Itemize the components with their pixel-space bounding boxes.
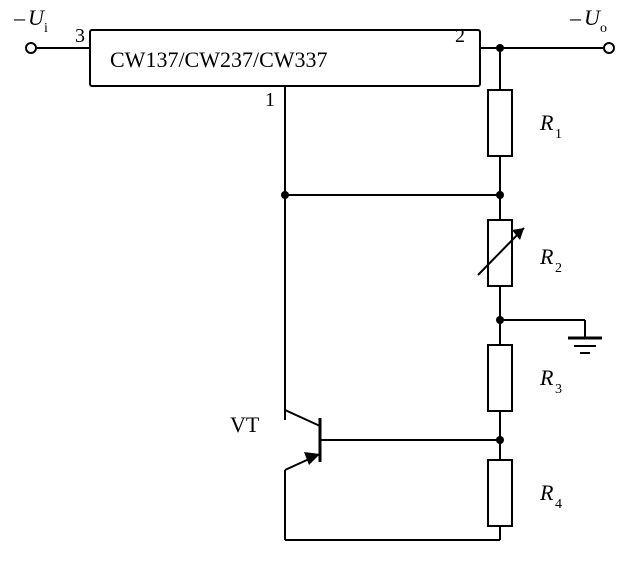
- r4-symbol: R: [539, 480, 554, 505]
- r2-label: R 2: [539, 244, 562, 276]
- input-prefix: –: [13, 5, 26, 30]
- output-voltage-label: – U o: [569, 5, 607, 36]
- resistor-r4: [488, 460, 512, 526]
- r3-label: R 3: [539, 365, 562, 397]
- r4-label: R 4: [539, 480, 562, 512]
- pin-1-label: 1: [265, 89, 275, 111]
- transistor-vt: [285, 410, 320, 540]
- vt-emitter-arrow: [304, 452, 320, 465]
- resistor-r3: [488, 345, 512, 411]
- regulator-ic-label: CW137/CW237/CW337: [110, 47, 328, 72]
- r2-symbol: R: [539, 244, 554, 269]
- output-sub: o: [600, 21, 607, 36]
- r3-sub: 3: [555, 382, 562, 397]
- input-sub: i: [44, 21, 48, 36]
- vt-label: VT: [230, 412, 260, 437]
- r1-symbol: R: [539, 110, 554, 135]
- r4-sub: 4: [555, 497, 562, 512]
- r1-sub: 1: [555, 127, 562, 142]
- terminal-input: [26, 43, 36, 53]
- input-voltage-label: – U i: [13, 5, 48, 36]
- r1-label: R 1: [539, 110, 562, 142]
- pin-3-label: 3: [75, 25, 85, 47]
- output-prefix: –: [569, 5, 582, 30]
- resistor-r1: [488, 90, 512, 156]
- r3-symbol: R: [539, 365, 554, 390]
- terminal-output: [604, 43, 614, 53]
- r2-sub: 2: [555, 261, 562, 276]
- pin-2-label: 2: [455, 25, 465, 47]
- ground-symbol: [568, 320, 602, 353]
